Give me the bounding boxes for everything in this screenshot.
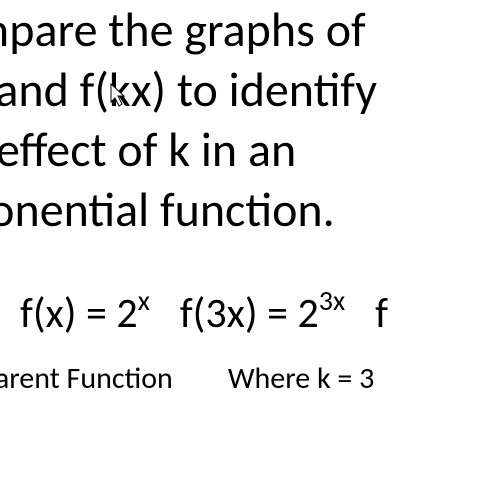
eq1-base: f(x) = 2 bbox=[20, 288, 138, 339]
where-k-label: Where k = 3 bbox=[228, 360, 375, 397]
equations-row: f(x) = 2x f(3x) = 23x f bbox=[0, 285, 500, 339]
equation-2: f(3x) = 23x bbox=[180, 285, 345, 339]
heading-line-1: Compare the graphs of bbox=[0, 0, 366, 59]
eq3-base: f bbox=[375, 288, 388, 339]
equation-1: f(x) = 2x bbox=[20, 285, 150, 339]
heading-line-3: the effect of k in an bbox=[0, 120, 296, 179]
heading-line-2: f(x) and f(kx) to identify bbox=[0, 60, 377, 119]
eq1-exponent: x bbox=[138, 283, 150, 318]
heading-text: Compare the graphs of f(x) and f(kx) to … bbox=[0, 0, 500, 240]
labels-row: Parent Function Where k = 3 bbox=[0, 360, 500, 397]
parent-function-label: Parent Function bbox=[0, 360, 173, 397]
heading-line-4: exponential function. bbox=[0, 180, 335, 239]
eq2-exponent: 3x bbox=[319, 283, 345, 318]
equation-3-partial: f bbox=[375, 288, 388, 339]
cursor-icon bbox=[109, 82, 127, 108]
eq2-base: f(3x) = 2 bbox=[180, 288, 319, 339]
